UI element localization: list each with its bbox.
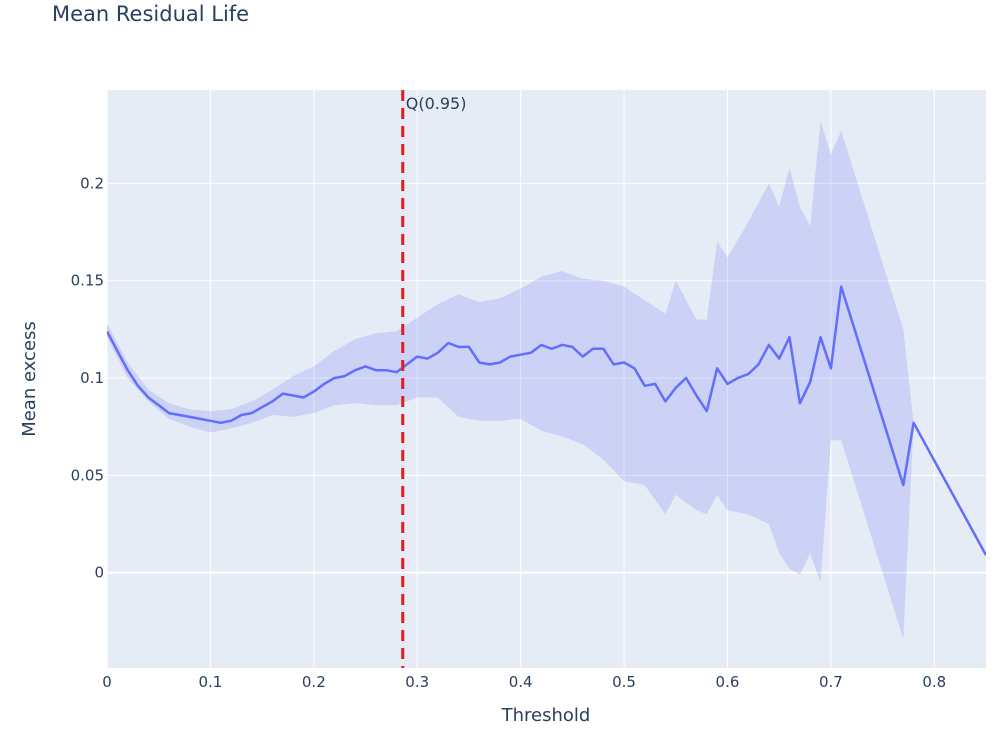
y-tick-labels: 0 0.05 0.1 0.15 0.2 <box>71 174 104 581</box>
y-tick-label: 0 <box>94 564 104 582</box>
x-axis-title: Threshold <box>501 705 591 726</box>
confidence-band <box>107 121 914 639</box>
x-tick-label: 0.6 <box>716 673 740 691</box>
y-axis-title: Mean excess <box>19 321 40 437</box>
x-tick-label: 0.7 <box>819 673 843 691</box>
y-gridlines <box>107 182 986 574</box>
y-tick-label: 0.15 <box>71 272 104 290</box>
x-tick-label: 0 <box>102 673 112 691</box>
x-tick-labels: 0 0.1 0.2 0.3 0.4 0.5 0.6 0.7 0.8 <box>102 673 946 691</box>
vline-annotation: Q(0.95) <box>406 94 467 113</box>
x-tick-label: 0.5 <box>612 673 636 691</box>
x-tick-label: 0.8 <box>922 673 946 691</box>
x-tick-label: 0.3 <box>405 673 429 691</box>
x-tick-label: 0.4 <box>509 673 533 691</box>
y-tick-label: 0.1 <box>80 369 104 387</box>
y-tick-label: 0.2 <box>80 174 104 192</box>
mean-excess-line <box>107 285 986 556</box>
chart-title: Mean Residual Life <box>52 2 249 26</box>
y-tick-label: 0.05 <box>71 466 104 484</box>
x-tick-label: 0.1 <box>198 673 222 691</box>
x-tick-label: 0.2 <box>302 673 326 691</box>
